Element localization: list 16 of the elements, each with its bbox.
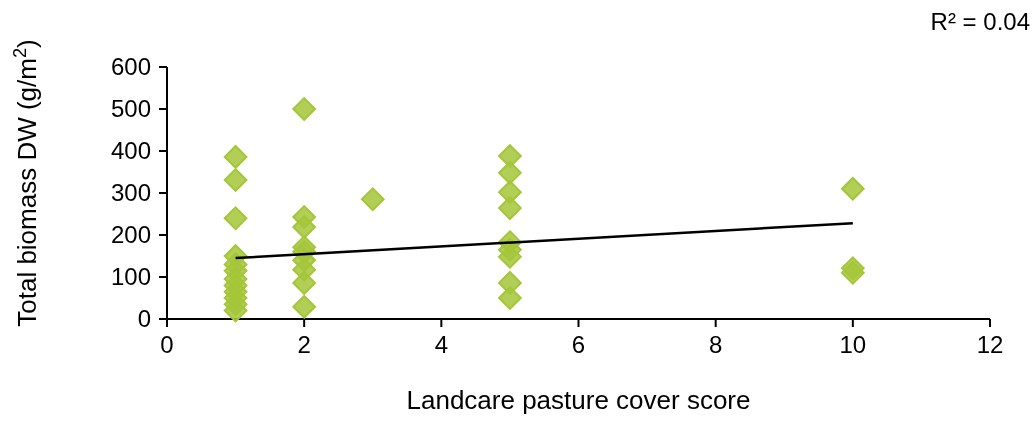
y-tick-label: 400 (110, 137, 151, 165)
x-tick-label: 2 (297, 331, 311, 358)
x-tick-label: 0 (160, 331, 174, 358)
x-tick-label: 10 (839, 331, 867, 358)
x-tick-label: 8 (708, 331, 723, 358)
x-tick-label: 4 (434, 331, 449, 358)
y-tick-label: 0 (137, 305, 151, 333)
y-tick-label: 500 (110, 95, 151, 123)
x-axis-title: Landcare pasture cover score (406, 385, 751, 415)
y-tick-label: 300 (110, 179, 151, 207)
x-tick-label: 6 (571, 331, 586, 358)
text: R² = 0.04 (930, 8, 1030, 35)
y-tick-label: 200 (110, 221, 151, 249)
x-tick-label: 12 (976, 331, 1004, 358)
y-tick-label: 600 (110, 53, 151, 81)
y-tick-label: 100 (110, 263, 151, 291)
